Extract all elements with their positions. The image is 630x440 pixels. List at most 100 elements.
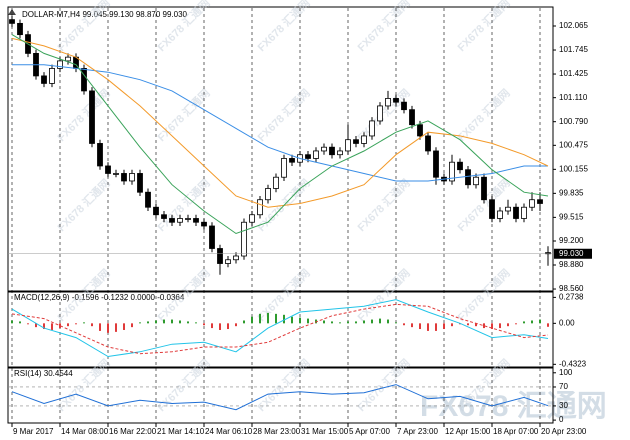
candle-body (81, 68, 87, 92)
candle-body (465, 169, 471, 186)
macd-panel (7, 291, 554, 368)
y-tick-label: 101.110 (559, 93, 588, 102)
y-tick-label: 70 (559, 382, 568, 391)
indicator-line (11, 299, 549, 358)
macd-bar (51, 323, 53, 330)
macd-bar (363, 320, 365, 324)
title-icon (8, 9, 16, 15)
macd-bar (203, 323, 205, 326)
macd-bar (35, 323, 37, 328)
macd-bar (115, 323, 117, 332)
candle-body (257, 199, 263, 216)
macd-bar (147, 321, 149, 324)
macd-bar (267, 312, 269, 324)
macd-bar (227, 323, 229, 330)
macd-bar (195, 322, 197, 324)
y-tick-label: 99.515 (559, 212, 584, 221)
candle-body (217, 248, 223, 264)
indicator-line (12, 64, 548, 182)
macd-bar (347, 321, 349, 324)
candle-body (433, 150, 439, 178)
candle-body (281, 158, 287, 178)
candle-body (201, 221, 207, 227)
macd-bar (99, 323, 101, 331)
y-tick-label: 98.560 (559, 284, 584, 293)
macd-bar (411, 323, 413, 328)
macd-bar (155, 320, 157, 324)
macd-bar (163, 319, 165, 324)
candle-body (273, 176, 279, 189)
x-tick-label: 7 Apr 23:00 (397, 427, 438, 436)
indicator-line (11, 384, 549, 411)
candle-body (473, 176, 479, 186)
candle-body (289, 158, 295, 163)
macd-bar (427, 323, 429, 331)
macd-bar (187, 321, 189, 324)
macd-bar (539, 319, 541, 324)
macd-bar (467, 323, 469, 326)
macd-bar (179, 320, 181, 324)
macd-title: MACD(12,26,9) -0.1596 -0.1232 0.0000 -0.… (14, 293, 185, 302)
candle-body (329, 146, 335, 156)
macd-bar (371, 319, 373, 324)
macd-bar (139, 322, 141, 324)
macd-bar (83, 322, 85, 324)
candle-body (337, 150, 343, 156)
indicator-line (11, 303, 549, 355)
macd-bar (91, 323, 93, 327)
macd-bar (235, 323, 237, 327)
candle-body (409, 109, 415, 126)
y-tick-label: 0.00 (559, 318, 575, 327)
candle-body (345, 139, 351, 152)
y-tick-label: 100.790 (559, 117, 588, 126)
candle-body (57, 60, 63, 69)
y-tick-label: 99.835 (559, 188, 584, 197)
candle-body (177, 218, 183, 223)
macd-bar (515, 323, 517, 325)
candle-body (497, 210, 503, 219)
candle-body (361, 135, 367, 144)
macd-bar (355, 321, 357, 324)
candle-body (489, 199, 495, 219)
x-tick-label: 31 Mar 15:00 (301, 427, 349, 436)
macd-bar (435, 323, 437, 331)
rsi-title: RSI(14) 30.4544 (14, 369, 73, 378)
candle-body (521, 206, 527, 219)
x-tick-label: 21 Mar 14:10 (157, 427, 205, 436)
candle-body (137, 173, 143, 193)
candle-body (353, 139, 359, 144)
candle-body (457, 161, 463, 171)
macd-bar (451, 323, 453, 327)
x-tick-label: 12 Apr 15:00 (445, 427, 491, 436)
candle-body (369, 120, 375, 137)
candle-body (313, 150, 319, 159)
y-tick-label: 100 (559, 368, 573, 377)
macd-bar (531, 320, 533, 324)
candle-body (97, 143, 103, 167)
macd-bar (171, 319, 173, 324)
macd-bar (67, 323, 69, 327)
macd-bar (379, 318, 381, 324)
candle-body (41, 75, 47, 84)
candle-body (449, 161, 455, 182)
candle-body (209, 225, 215, 249)
macd-bar (75, 323, 77, 325)
candle-body (425, 135, 431, 152)
candle-body (529, 199, 535, 208)
candle-body (49, 68, 55, 84)
macd-bar (299, 317, 301, 324)
candle-body (385, 98, 391, 107)
main-panel (7, 6, 554, 292)
candle-body (161, 214, 167, 219)
candle-body (145, 191, 151, 208)
y-tick-label: 99.200 (559, 236, 584, 245)
x-tick-label: 9 Mar 2017 (13, 427, 54, 436)
macd-bar (483, 323, 485, 329)
macd-bar (331, 321, 333, 324)
y-tick-label: 101.425 (559, 69, 588, 78)
candle-body (105, 165, 111, 174)
macd-bar (27, 323, 29, 325)
macd-bar (19, 321, 21, 324)
macd-bar (243, 320, 245, 324)
